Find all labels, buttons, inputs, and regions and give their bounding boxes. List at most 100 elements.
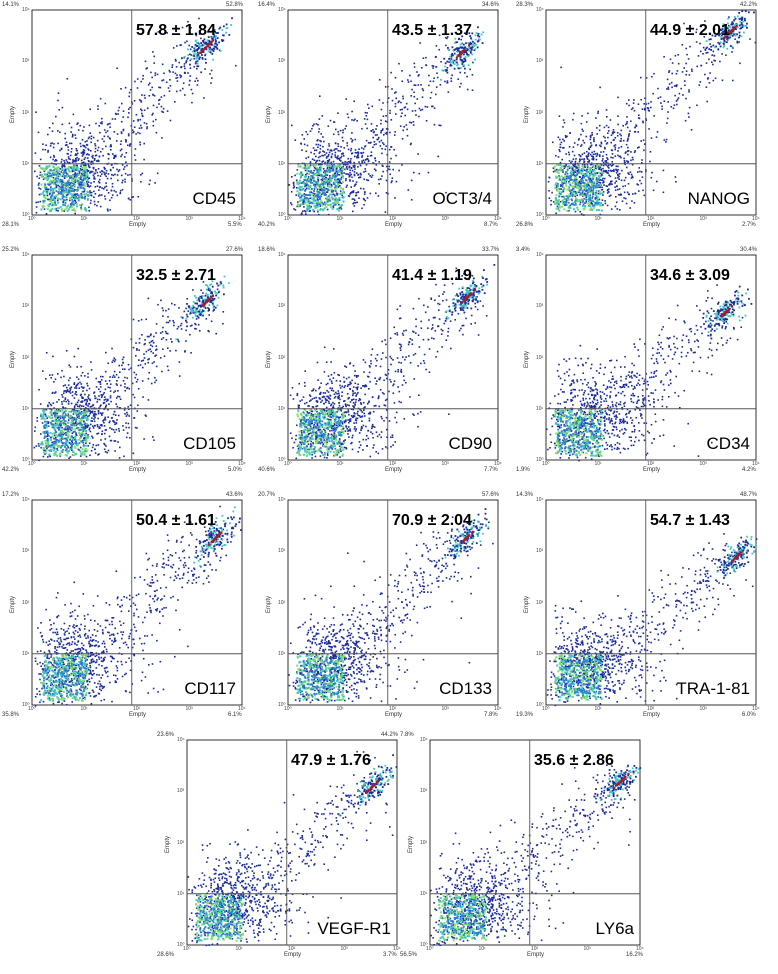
x-tick-label: 10¹ <box>336 216 344 222</box>
quadrant-percent-ll: 1.9% <box>516 467 530 473</box>
y-axis-label: Empty <box>524 350 530 368</box>
event-dots <box>34 17 237 215</box>
quadrant-percent-ul: 16.4% <box>258 2 276 8</box>
x-tick-label: 10⁰ <box>28 461 36 467</box>
panel-ly6a: 10⁰ 10¹ 10² 10³ 10⁴ 10⁰ 10¹ 10² 10³ 10⁴ Empty Empty… <box>398 730 660 974</box>
x-tick-label: 10⁰ <box>426 946 434 952</box>
quadrant-percent-lr: 6.1% <box>228 712 242 718</box>
quadrant-percent-ul: 18.6% <box>258 247 276 253</box>
x-tick-label: 10⁴ <box>238 216 246 222</box>
y-tick-label: 10³ <box>278 548 286 555</box>
y-tick-label: 10⁰ <box>177 942 185 948</box>
y-tick-label: 10² <box>536 599 544 606</box>
y-tick-label: 10¹ <box>177 890 185 897</box>
x-tick-label: 10⁰ <box>284 706 292 712</box>
x-tick-label: 10¹ <box>80 461 88 467</box>
x-tick-label: 10⁴ <box>238 706 246 712</box>
panel-cd133: 10⁰ 10¹ 10² 10³ 10⁴ 10⁰ 10¹ 10² 10³ 10⁴ Empty Empty… <box>256 490 518 730</box>
panel-oct3-4: 10⁰ 10¹ 10² 10³ 10⁴ 10⁰ 10¹ 10² 10³ 10⁴ Empty Empty… <box>256 0 518 245</box>
y-tick-label: 10² <box>536 354 544 361</box>
x-axis-label: Empty <box>385 467 403 473</box>
y-tick-label: 10⁰ <box>22 457 30 463</box>
x-axis-label: Empty <box>643 712 661 718</box>
y-axis-label: Empty <box>10 105 16 123</box>
panel-cd34: 10⁰ 10¹ 10² 10³ 10⁴ 10⁰ 10¹ 10² 10³ 10⁴ Empty Empty… <box>514 245 776 490</box>
y-tick-label: 10³ <box>420 788 428 795</box>
x-tick-label: 10⁴ <box>752 216 760 222</box>
y-tick-label: 10³ <box>22 548 30 555</box>
y-tick-label: 10⁰ <box>536 457 544 463</box>
y-axis-label: Empty <box>266 595 272 613</box>
marker-label: VEGF-R1 <box>317 919 391 938</box>
y-tick-label: 10¹ <box>536 160 544 167</box>
marker-label: LY6a <box>595 919 634 938</box>
event-dots <box>187 750 398 947</box>
x-tick-label: 10² <box>288 946 296 952</box>
quadrant-percent-ul: 23.6% <box>157 732 175 738</box>
x-tick-label: 10¹ <box>594 216 602 222</box>
marker-label: OCT3/4 <box>432 189 492 208</box>
x-tick-label: 10² <box>647 706 655 712</box>
x-tick-label: 10⁰ <box>284 216 292 222</box>
plot-frame <box>186 739 398 946</box>
x-axis-label: Empty <box>527 952 545 958</box>
scatter-plot-cd105 <box>31 254 243 462</box>
positive-percent-value: 50.4 ± 1.61 <box>136 512 216 529</box>
y-tick-label: 10³ <box>22 303 30 310</box>
quadrant-percent-ur: 33.7% <box>482 247 500 253</box>
panel-cd105: 10⁰ 10¹ 10² 10³ 10⁴ 10⁰ 10¹ 10² 10³ 10⁴ Empty Empty… <box>0 245 262 490</box>
y-tick-label: 10² <box>22 599 30 606</box>
event-dots <box>288 26 485 216</box>
quadrant-percent-ur: 57.6% <box>482 492 500 498</box>
y-tick-label: 10³ <box>177 788 185 795</box>
positive-percent-value: 70.9 ± 2.04 <box>392 512 472 529</box>
quadrant-percent-lr: 8.7% <box>484 222 498 228</box>
y-axis-label: Empty <box>10 595 16 613</box>
quadrant-percent-ll: 35.8% <box>2 712 20 718</box>
y-tick-label: 10² <box>278 109 286 116</box>
x-tick-label: 10² <box>389 461 397 467</box>
quadrant-percent-lr: 6.0% <box>742 712 756 718</box>
y-tick-label: 10⁴ <box>536 252 544 258</box>
y-tick-label: 10³ <box>536 58 544 65</box>
y-tick-label: 10¹ <box>278 405 286 412</box>
panel-cd117: 10⁰ 10¹ 10² 10³ 10⁴ 10⁰ 10¹ 10² 10³ 10⁴ Empty Empty… <box>0 490 262 730</box>
y-tick-label: 10² <box>420 839 428 846</box>
event-dots <box>288 508 494 704</box>
y-tick-label: 10¹ <box>536 650 544 657</box>
quadrant-percent-lr: 7.7% <box>484 467 498 473</box>
y-tick-label: 10⁰ <box>278 457 286 463</box>
scatter-plot-cd133 <box>287 499 499 706</box>
y-axis-label: Empty <box>524 595 530 613</box>
quadrant-percent-ll: 28.6% <box>157 952 175 958</box>
scatter-plot-ly6a <box>429 739 642 947</box>
x-axis-label: Empty <box>129 467 147 473</box>
panel-vegf-r1: 10⁰ 10¹ 10² 10³ 10⁴ 10⁰ 10¹ 10² 10³ 10⁴ Empty Empty… <box>155 730 413 974</box>
marker-label: TRA-1-81 <box>676 679 750 698</box>
x-tick-label: 10² <box>133 216 141 222</box>
x-tick-label: 10¹ <box>336 706 344 712</box>
x-tick-label: 10² <box>389 216 397 222</box>
x-tick-label: 10¹ <box>594 706 602 712</box>
positive-percent-value: 35.6 ± 2.86 <box>534 752 614 769</box>
scatter-plot-cd34 <box>545 254 757 462</box>
y-tick-label: 10¹ <box>22 650 30 657</box>
quadrant-percent-ul: 3.4% <box>516 247 530 253</box>
y-tick-label: 10⁴ <box>22 252 30 258</box>
quadrant-percent-ul: 20.7% <box>258 492 276 498</box>
y-axis-label: Empty <box>10 350 16 368</box>
x-tick-label: 10⁴ <box>494 216 502 222</box>
y-tick-label: 10⁴ <box>536 7 544 13</box>
y-tick-label: 10² <box>22 109 30 116</box>
marker-label: CD45 <box>192 189 236 208</box>
quadrant-percent-ul: 14.1% <box>2 2 20 8</box>
positive-percent-value: 47.9 ± 1.76 <box>291 752 371 769</box>
event-dots <box>546 518 758 707</box>
x-tick-label: 10⁴ <box>393 946 401 952</box>
y-axis-label: Empty <box>266 105 272 123</box>
y-axis-label: Empty <box>524 105 530 123</box>
x-tick-label: 10⁴ <box>494 706 502 712</box>
x-tick-label: 10¹ <box>80 706 88 712</box>
x-tick-label: 10³ <box>699 216 707 222</box>
quadrant-percent-lr: 2.7% <box>742 222 756 228</box>
